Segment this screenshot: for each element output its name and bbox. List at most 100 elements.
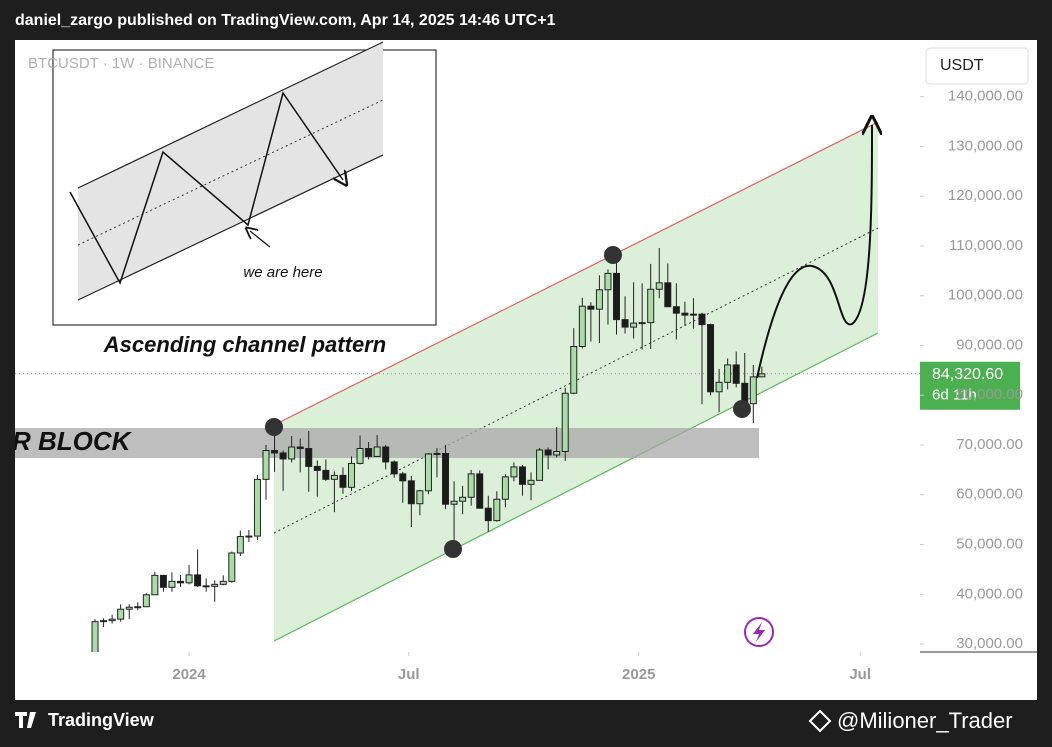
x-tick-label: Jul xyxy=(398,666,420,683)
candle-body xyxy=(553,450,561,456)
watermark: @Milioner_Trader xyxy=(837,708,1013,733)
y-tick-label: 70,000.00 xyxy=(956,436,1023,453)
candle-body xyxy=(655,282,663,290)
candle-body xyxy=(211,583,219,587)
candle-body xyxy=(185,574,193,584)
x-tick-label: 2025 xyxy=(622,666,655,683)
candle-body xyxy=(715,381,723,393)
y-tick-label: 110,000.00 xyxy=(949,237,1023,254)
currency-box xyxy=(925,47,1029,85)
candle-body xyxy=(518,466,526,485)
candle-body xyxy=(399,473,407,482)
candle-body xyxy=(613,272,621,321)
countdown: 6d 11h xyxy=(932,387,977,404)
candle-body xyxy=(681,312,689,316)
y-tick-label: 100,000.00 xyxy=(948,287,1023,304)
candle-body xyxy=(416,490,424,505)
candle-body xyxy=(638,322,646,325)
candle-body xyxy=(536,449,544,481)
inset-channel xyxy=(78,42,383,300)
candle-body xyxy=(322,469,330,480)
candle-body xyxy=(159,574,167,588)
candle-body xyxy=(527,479,535,485)
candle-body xyxy=(510,466,518,478)
candle-body xyxy=(621,319,629,328)
x-tick-label: 2024 xyxy=(172,666,206,683)
watermark-mark xyxy=(808,709,832,733)
candle-body xyxy=(117,608,125,620)
y-tick-label: 80,000.00 xyxy=(956,386,1023,403)
candle-body xyxy=(262,449,270,480)
candle-body xyxy=(339,474,347,488)
pivot xyxy=(733,400,751,418)
candle-body xyxy=(194,574,202,587)
candle-body xyxy=(630,322,638,328)
candle-body xyxy=(450,500,458,505)
y-tick-label: 90,000.00 xyxy=(956,336,1023,353)
inset-line xyxy=(77,99,384,246)
candle-body xyxy=(595,289,603,310)
inset-line xyxy=(77,154,384,301)
candle-body xyxy=(442,452,450,505)
candle-body xyxy=(382,446,390,463)
y-tick-label: 130,000.00 xyxy=(948,137,1023,154)
candle-body xyxy=(279,452,287,460)
candle-body xyxy=(561,392,569,452)
projection xyxy=(756,125,872,379)
candles xyxy=(91,247,766,652)
candle-body xyxy=(236,536,244,554)
candle-body xyxy=(108,618,116,622)
inset-zigzag xyxy=(69,91,343,285)
candle-body xyxy=(390,461,398,475)
footer: TradingView @Milioner_Trader xyxy=(15,708,1013,733)
candle-body xyxy=(587,305,595,310)
footer-logo: TradingView xyxy=(48,710,155,730)
currency: USDT xyxy=(940,57,984,74)
candle-body xyxy=(544,449,552,456)
y-tick-label: 140,000.00 xyxy=(948,88,1023,105)
candle-body xyxy=(749,376,757,405)
candle-body xyxy=(365,447,373,457)
candle-body xyxy=(253,478,261,537)
candle-body xyxy=(672,306,680,314)
y-tick-label: 50,000.00 xyxy=(956,535,1023,552)
candle-body xyxy=(467,473,475,498)
candle-body xyxy=(732,364,740,384)
channel-upper xyxy=(273,121,879,426)
candle-body xyxy=(228,552,236,582)
candle-body xyxy=(151,574,159,596)
candle-body xyxy=(356,447,364,464)
y-tick-label: 120,000.00 xyxy=(948,187,1023,204)
pivot xyxy=(265,418,283,436)
publisher-note: daniel_zargo published on TradingView.co… xyxy=(15,12,556,29)
candle-body xyxy=(578,305,586,347)
candle-body xyxy=(493,498,501,522)
candle-body xyxy=(219,580,227,585)
candle-body xyxy=(134,606,142,609)
candle-body xyxy=(647,288,655,324)
candle-body xyxy=(373,446,381,457)
candle-body xyxy=(330,474,338,480)
x-tick-label: Jul xyxy=(849,666,871,683)
zone-label: R BLOCK xyxy=(12,426,133,456)
symbol-legend: BTCUSDT · 1W · BINANCE xyxy=(28,55,214,72)
candle-body xyxy=(313,465,321,471)
candle-body xyxy=(424,453,432,492)
y-tick-label: 30,000.00 xyxy=(956,635,1023,652)
candle-body xyxy=(570,345,578,394)
candle-body xyxy=(724,364,732,383)
logo-mark xyxy=(15,712,36,728)
caption: Ascending channel pattern xyxy=(103,332,386,357)
candle-body xyxy=(305,447,313,467)
y-tick-label: 60,000.00 xyxy=(956,486,1023,503)
candle-body xyxy=(758,373,766,378)
candle-body xyxy=(707,324,715,393)
inset-note: we are here xyxy=(243,264,322,281)
candle-body xyxy=(202,585,210,588)
candle-body xyxy=(271,449,279,454)
candle-body xyxy=(288,446,296,460)
inset: we are here xyxy=(52,41,437,326)
candle-body xyxy=(245,535,253,538)
inset-line xyxy=(77,41,384,189)
